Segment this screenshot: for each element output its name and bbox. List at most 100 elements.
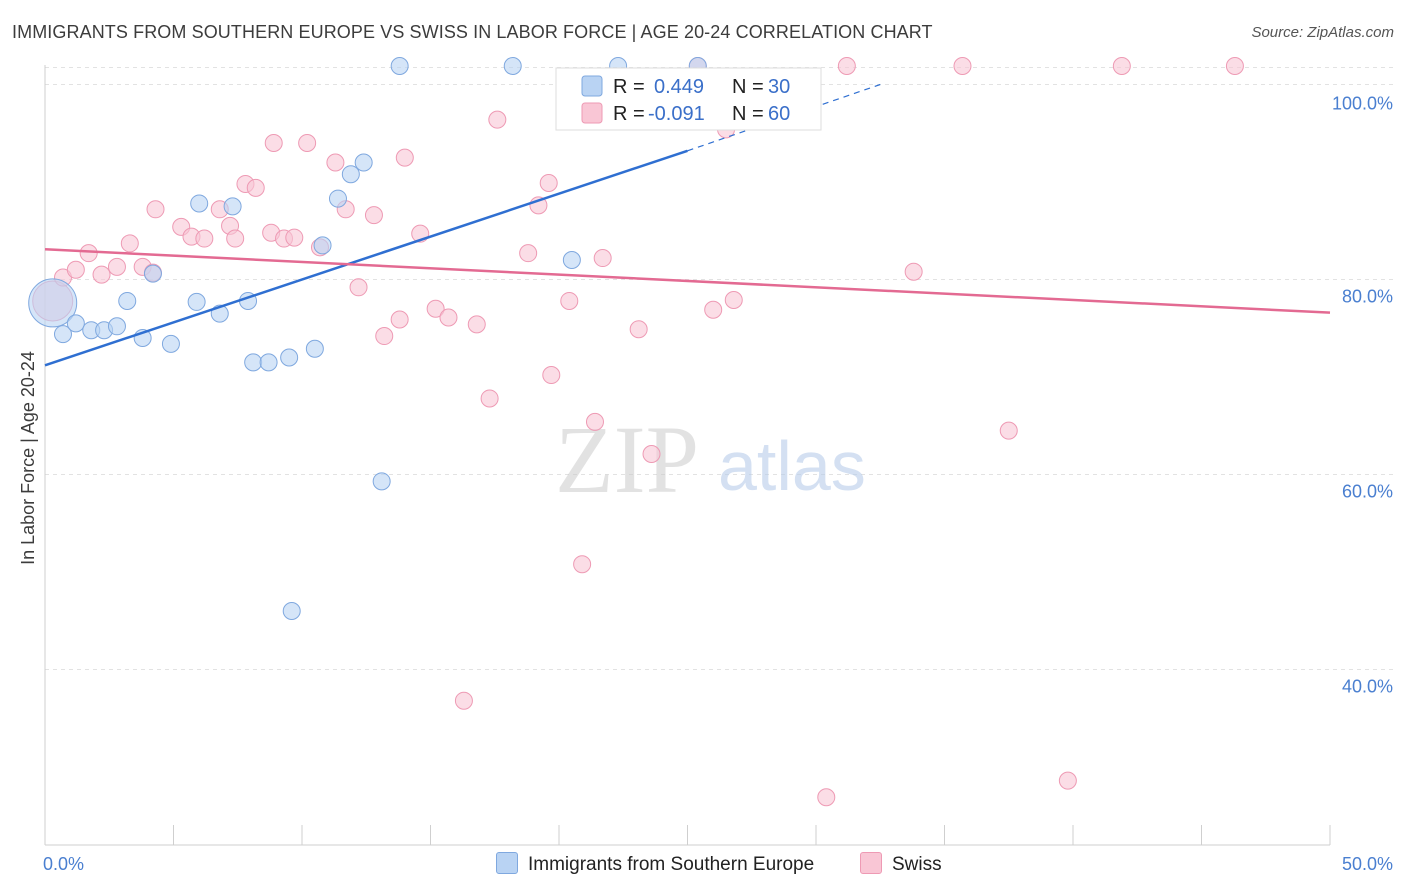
y-tick-label: 100.0% (1332, 94, 1393, 114)
stats-legend-swatch-blue (581, 75, 603, 97)
point-swiss (573, 555, 592, 574)
point-swiss (539, 173, 558, 192)
point-swiss (395, 148, 414, 167)
watermark-zip: ZIP (555, 406, 699, 513)
legend-label-immigrants: Immigrants from Southern Europe (528, 854, 815, 875)
stats-n-value-blue: 30 (768, 76, 790, 98)
point-swiss (519, 244, 538, 263)
legend-swatch-pink (860, 852, 882, 874)
point-swiss (285, 228, 304, 247)
point-swiss (542, 366, 561, 385)
legend-item-immigrants: Immigrants from Southern Europe (496, 852, 814, 876)
point-immigrants (354, 153, 373, 172)
legend-swatch-blue (496, 852, 518, 874)
axes (44, 65, 1331, 846)
y-tick-label: 80.0% (1342, 287, 1393, 307)
point-swiss (1058, 771, 1077, 790)
y-tick-labels: 40.0% 60.0% 80.0% 100.0% (1332, 94, 1393, 697)
x-tick-label-max: 50.0% (1342, 854, 1393, 874)
point-immigrants (161, 334, 180, 353)
trend-line-swiss (44, 248, 1331, 314)
point-swiss (375, 327, 394, 346)
point-swiss (120, 234, 139, 253)
trend-line-immigrants (44, 149, 688, 367)
legend-label-swiss: Swiss (892, 854, 942, 875)
y-tick-label: 40.0% (1342, 677, 1393, 697)
point-immigrants (390, 56, 409, 75)
point-swiss (79, 244, 98, 263)
point-swiss (326, 153, 345, 172)
immigrants-points (28, 56, 707, 620)
point-swiss (629, 320, 648, 339)
point-swiss (837, 56, 856, 75)
point-swiss (349, 278, 368, 297)
point-swiss (439, 308, 458, 327)
point-immigrants (313, 236, 332, 255)
point-swiss (467, 315, 486, 334)
point-swiss (1112, 56, 1131, 75)
point-swiss (724, 290, 743, 309)
point-swiss (480, 389, 499, 408)
point-immigrants (259, 353, 278, 372)
point-swiss (1225, 56, 1244, 75)
point-immigrants (282, 602, 301, 620)
stats-n-label-pink: N = (732, 103, 764, 125)
point-swiss (226, 229, 245, 248)
point-swiss (454, 691, 473, 710)
legend-item-swiss: Swiss (860, 852, 942, 876)
point-swiss (999, 421, 1018, 440)
point-swiss (264, 134, 283, 152)
point-swiss (904, 262, 923, 281)
point-immigrants (503, 56, 522, 75)
point-immigrants (223, 197, 242, 216)
stats-n-label-blue: N = (732, 76, 764, 98)
stats-legend-swatch-pink (581, 102, 603, 124)
x-tick-label-min: 0.0% (43, 854, 84, 874)
y-tick-label: 60.0% (1342, 482, 1393, 502)
point-swiss (585, 412, 604, 431)
stats-r-label-pink: R = (613, 103, 645, 125)
point-swiss (560, 291, 579, 310)
point-swiss (246, 178, 265, 197)
point-swiss (146, 200, 165, 219)
point-swiss (107, 257, 126, 276)
watermark-atlas: atlas (718, 427, 866, 505)
point-immigrants (328, 189, 347, 208)
point-immigrants (190, 194, 209, 213)
point-swiss (298, 134, 317, 152)
point-swiss (642, 445, 661, 464)
point-immigrants (244, 353, 263, 372)
point-swiss (488, 110, 507, 129)
stats-n-value-pink: 60 (768, 103, 790, 125)
point-swiss (426, 299, 445, 318)
point-swiss (92, 265, 111, 284)
chart-title: IMMIGRANTS FROM SOUTHERN EUROPE VS SWISS… (12, 22, 933, 42)
point-immigrants (341, 165, 360, 184)
y-axis-label: In Labor Force | Age 20-24 (18, 351, 38, 565)
point-immigrants (372, 472, 391, 491)
stats-r-value-pink: -0.091 (648, 103, 705, 125)
source-label: Source: ZipAtlas.com (1251, 24, 1394, 41)
point-swiss (390, 310, 409, 329)
point-swiss (195, 229, 214, 248)
point-immigrants (562, 251, 581, 269)
point-swiss (953, 56, 972, 75)
stats-r-value-blue: 0.449 (654, 76, 704, 98)
point-immigrants (28, 278, 78, 328)
point-immigrants (66, 314, 85, 333)
point-immigrants (118, 291, 137, 310)
point-immigrants (143, 264, 162, 283)
point-immigrants (305, 339, 324, 358)
stats-r-label-blue: R = (613, 76, 645, 98)
stats-legend: R = 0.449 N = 30 R = -0.091 N = 60 (555, 67, 822, 131)
point-immigrants (187, 292, 206, 311)
point-immigrants (280, 348, 299, 367)
point-swiss (593, 249, 612, 268)
point-immigrants (53, 325, 72, 344)
point-swiss (66, 260, 85, 279)
point-immigrants (107, 317, 126, 336)
point-swiss (817, 788, 836, 807)
point-swiss (704, 300, 723, 319)
point-swiss (364, 206, 383, 225)
